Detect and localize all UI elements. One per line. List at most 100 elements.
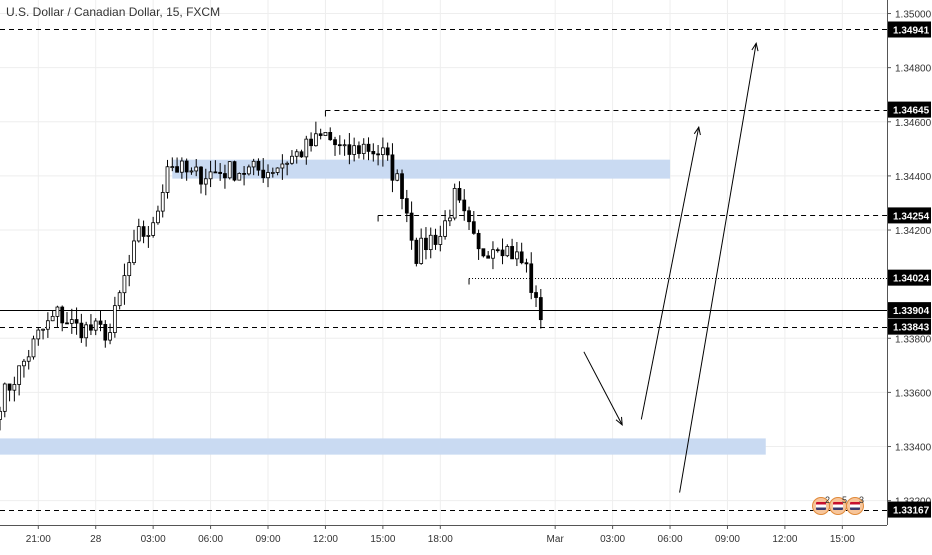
- candle: [175, 157, 179, 173]
- candle: [481, 248, 486, 258]
- candle: [380, 137, 385, 167]
- price-tick-label: 1.34400: [895, 172, 932, 183]
- candle: [400, 169, 404, 210]
- candle: [534, 285, 538, 307]
- candle-body: [404, 198, 409, 214]
- candle-body: [481, 248, 486, 257]
- candle-body: [45, 320, 50, 330]
- candle: [79, 313, 84, 343]
- candle: [318, 128, 323, 140]
- candle-body: [103, 324, 108, 341]
- price-label-text: 1.33904: [893, 306, 930, 317]
- candle-body: [309, 138, 313, 147]
- candle-body: [385, 147, 390, 156]
- candle-body: [7, 383, 12, 391]
- candle-body: [199, 166, 203, 185]
- candle-body: [266, 172, 270, 179]
- time-tick-label: 06:00: [198, 534, 223, 545]
- event-badge[interactable]: 2: [812, 495, 830, 515]
- candle-body: [462, 199, 467, 212]
- arrow-head: [693, 125, 701, 136]
- candle-body: [342, 144, 347, 147]
- candle: [467, 206, 471, 231]
- chart-title[interactable]: U.S. Dollar / Canadian Dollar, 15, FXCM: [6, 5, 221, 19]
- price-label-1.34254: 1.34254: [888, 207, 931, 224]
- candle: [117, 290, 122, 310]
- candle-body: [390, 154, 395, 181]
- candle: [328, 127, 333, 141]
- candle-body: [251, 160, 256, 168]
- candle-body: [227, 161, 232, 179]
- candle: [409, 201, 414, 250]
- candle: [323, 132, 328, 136]
- candle: [160, 184, 165, 218]
- event-badge[interactable]: 5: [829, 495, 847, 515]
- candle: [246, 164, 251, 176]
- candle: [515, 241, 519, 267]
- candle: [98, 310, 103, 332]
- candle: [208, 160, 213, 188]
- candle-body: [156, 210, 160, 224]
- event-badges[interactable]: 2 5 3: [812, 495, 872, 523]
- price-label-1.33904: 1.33904: [888, 302, 931, 319]
- zones: [0, 159, 766, 455]
- candle: [476, 229, 481, 260]
- candle: [390, 143, 395, 193]
- candle: [127, 254, 132, 287]
- candle: [294, 149, 299, 164]
- arrow-shaft: [679, 43, 757, 493]
- candle: [486, 251, 491, 259]
- candle: [447, 209, 452, 227]
- price-tick-label: 1.33400: [895, 443, 932, 454]
- event-badge[interactable]: 3: [846, 495, 864, 515]
- candle-body: [194, 166, 199, 172]
- candle: [146, 225, 151, 248]
- candle-body: [65, 322, 69, 325]
- candle-body: [55, 306, 60, 317]
- candle-body: [79, 322, 84, 339]
- candle-body: [36, 329, 41, 340]
- candle-body: [313, 133, 318, 147]
- candle: [179, 157, 184, 179]
- candle: [136, 218, 141, 243]
- candle-body: [424, 237, 428, 251]
- candle: [223, 164, 227, 189]
- candle: [74, 307, 79, 335]
- grid: [0, 0, 887, 525]
- candle: [285, 161, 290, 176]
- candle-body: [414, 239, 419, 264]
- candle: [414, 237, 419, 267]
- candle: [156, 205, 160, 225]
- candle-body: [452, 188, 457, 219]
- candle-body: [112, 305, 117, 333]
- candle-body: [515, 251, 519, 260]
- candle: [199, 166, 203, 194]
- time-tick-label: 21:00: [26, 534, 51, 545]
- candle-body: [151, 222, 156, 236]
- arrow-head: [615, 416, 623, 427]
- candle: [17, 365, 22, 396]
- price-label-text: 1.34024: [893, 274, 930, 285]
- candle: [232, 160, 237, 182]
- candle-body: [467, 210, 471, 223]
- candle-body: [419, 237, 424, 264]
- candle-body: [93, 320, 98, 331]
- candle: [60, 305, 65, 332]
- time-tick-label: 18:00: [428, 534, 453, 545]
- price-label-box: [888, 101, 931, 118]
- candle-body: [208, 171, 213, 180]
- candle-body: [433, 234, 438, 245]
- candle: [290, 150, 294, 165]
- candle: [313, 121, 318, 147]
- candle-body: [179, 160, 184, 173]
- candle: [69, 308, 74, 334]
- candle: [261, 158, 266, 183]
- candle-body: [12, 384, 17, 391]
- candle: [84, 321, 89, 347]
- candle-body: [486, 255, 491, 259]
- candle-body: [0, 410, 2, 420]
- candle: [227, 161, 232, 180]
- candle-body: [457, 188, 462, 201]
